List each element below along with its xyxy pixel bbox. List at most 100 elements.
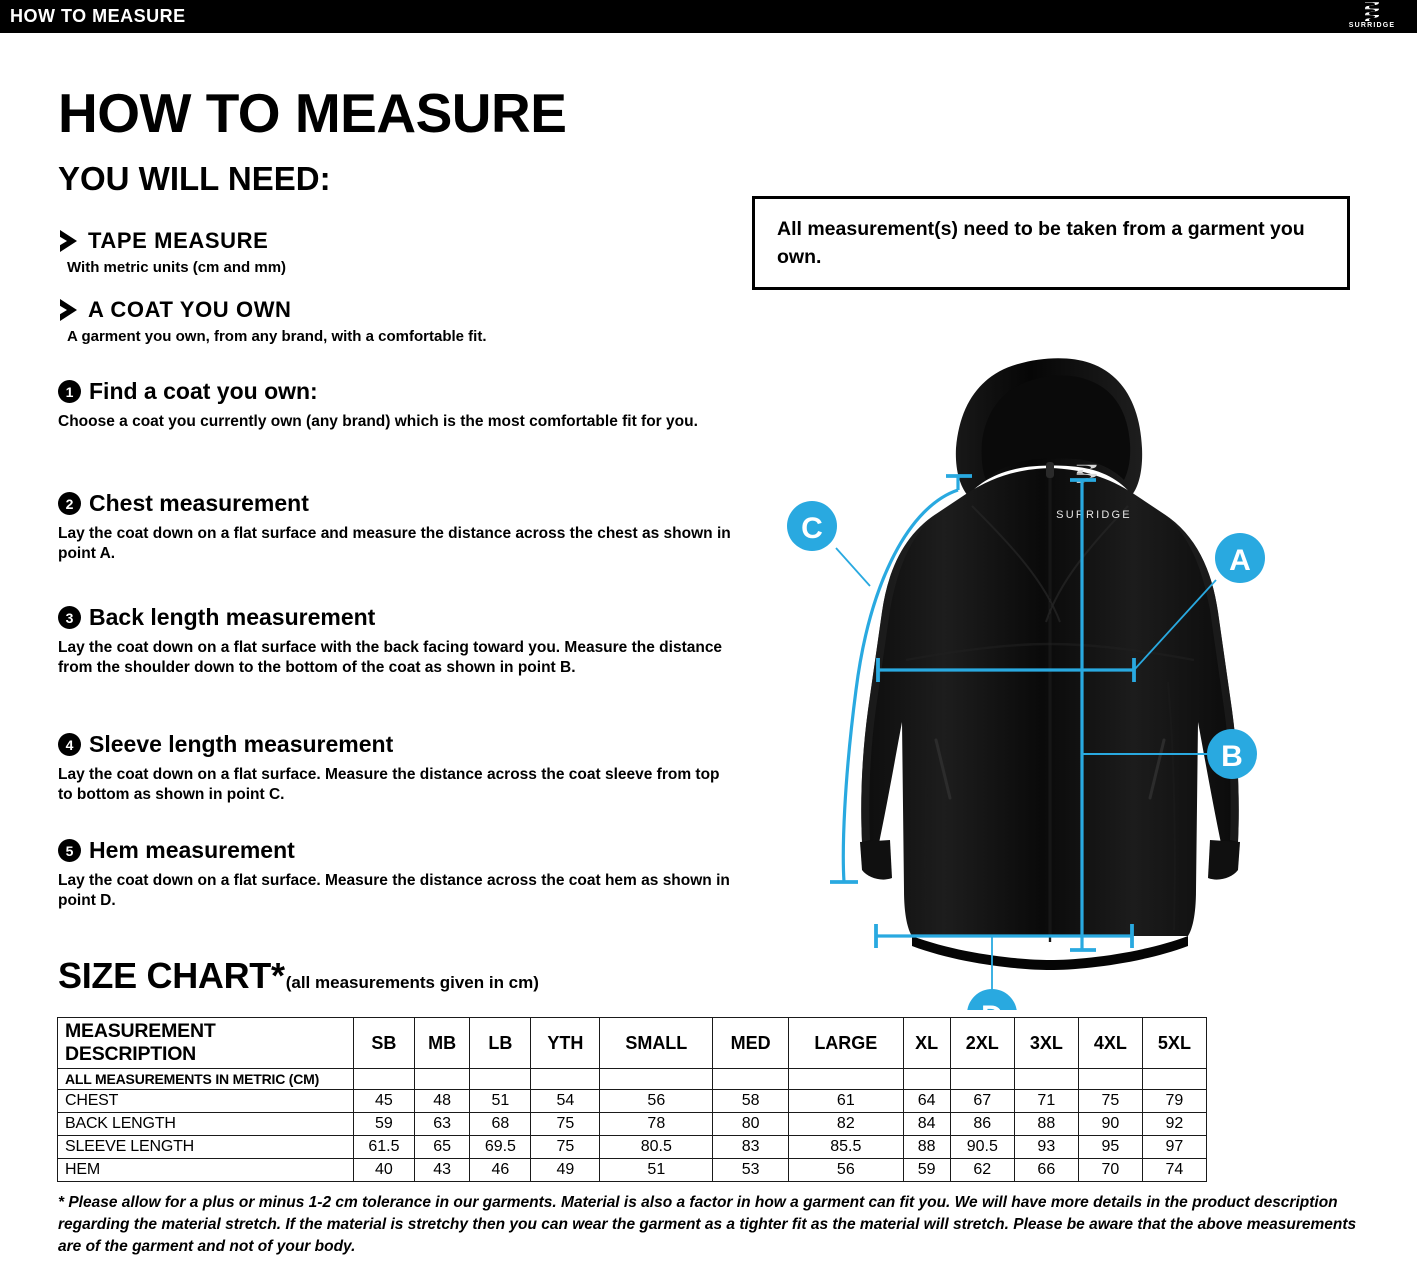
cell: 88 [902, 1135, 951, 1159]
cell [788, 1068, 904, 1090]
step-5: 5 Hem measurement Lay the coat down on a… [58, 837, 738, 911]
step-3: 3 Back length measurement Lay the coat d… [58, 604, 738, 678]
table-row: HEM 40 43 46 49 51 53 56 59 62 66 70 74 [57, 1158, 1208, 1182]
measurement-lines [830, 474, 1217, 990]
triangle-bullet-icon [57, 230, 77, 252]
column-header-size: 2XL [949, 1017, 1015, 1069]
cell: 68 [469, 1112, 532, 1136]
table-row: SLEEVE LENGTH 61.5 65 69.5 75 80.5 83 85… [57, 1135, 1208, 1159]
need-item-subtitle: A garment you own, from any brand, with … [67, 328, 487, 345]
marker-c: C [787, 501, 837, 551]
cell: 70 [1077, 1158, 1143, 1182]
jacket-illustration: SURRIDGE [860, 358, 1240, 970]
column-header-size: 5XL [1141, 1017, 1208, 1069]
cell: 75 [1077, 1089, 1143, 1113]
cell: 82 [788, 1112, 904, 1136]
cell [712, 1068, 790, 1090]
cell: 97 [1141, 1135, 1208, 1159]
cell [949, 1068, 1015, 1090]
step-4: 4 Sleeve length measurement Lay the coat… [58, 731, 738, 805]
cell: 85.5 [788, 1135, 904, 1159]
column-header-size: 3XL [1013, 1017, 1079, 1069]
step-1: 1 Find a coat you own: Choose a coat you… [58, 378, 738, 432]
column-header-size: LARGE [788, 1017, 904, 1069]
cell: 67 [949, 1089, 1015, 1113]
table-row: BACK LENGTH 59 63 68 75 78 80 82 84 86 8… [57, 1112, 1208, 1136]
row-label: ALL MEASUREMENTS IN METRIC (CM) [57, 1068, 354, 1090]
cell: 79 [1141, 1089, 1208, 1113]
cell: 84 [902, 1112, 951, 1136]
step-body: Lay the coat down on a flat surface. Mea… [58, 872, 730, 909]
cell [1141, 1068, 1208, 1090]
column-header-size: SB [353, 1017, 415, 1069]
callout-text: All measurement(s) need to be taken from… [777, 218, 1305, 268]
step-body: Lay the coat down on a flat surface with… [58, 639, 723, 676]
marker-d-label: D [981, 1000, 1003, 1010]
jacket-svg: SURRIDGE A [787, 358, 1265, 1010]
cell: 59 [353, 1112, 415, 1136]
column-header-size: 4XL [1077, 1017, 1143, 1069]
cell: 49 [530, 1158, 601, 1182]
cell: 90.5 [949, 1135, 1015, 1159]
cell: 88 [1013, 1112, 1079, 1136]
marker-c-label: C [801, 512, 823, 545]
surridge-s-logo-icon [1365, 2, 1379, 21]
cell: 62 [949, 1158, 1015, 1182]
triangle-bullet-icon [57, 299, 77, 321]
cell: 74 [1141, 1158, 1208, 1182]
cell: 65 [413, 1135, 471, 1159]
callout-box: All measurement(s) need to be taken from… [752, 196, 1350, 290]
need-item-coat: A COAT YOU OWN A garment you own, from a… [57, 297, 487, 345]
need-item-tape-measure: TAPE MEASURE With metric units (cm and m… [57, 228, 286, 276]
size-chart-heading: SIZE CHART* (all measurements given in c… [58, 955, 539, 997]
cell: 92 [1141, 1112, 1208, 1136]
step-number-badge: 1 [58, 380, 81, 403]
step-title: Sleeve length measurement [89, 731, 394, 757]
cell: 53 [712, 1158, 790, 1182]
step-body: Lay the coat down on a flat surface. Mea… [58, 766, 720, 803]
step-number-badge: 3 [58, 606, 81, 629]
column-header-description: MEASUREMENT DESCRIPTION [57, 1017, 354, 1069]
brand-logo: SURRIDGE [1341, 1, 1403, 33]
cell: 54 [530, 1089, 601, 1113]
cell: 93 [1013, 1135, 1079, 1159]
size-chart-title-note: (all measurements given in cm) [285, 973, 539, 992]
cell [353, 1068, 415, 1090]
cell: 75 [530, 1135, 601, 1159]
cell: 71 [1013, 1089, 1079, 1113]
cell: 58 [712, 1089, 790, 1113]
cell: 46 [469, 1158, 532, 1182]
step-number-badge: 2 [58, 492, 81, 515]
cell: 80.5 [599, 1135, 714, 1159]
need-item-title: TAPE MEASURE [88, 228, 269, 253]
cell: 56 [788, 1158, 904, 1182]
cell [902, 1068, 951, 1090]
cell [530, 1068, 601, 1090]
cell: 45 [353, 1089, 415, 1113]
cell: 75 [530, 1112, 601, 1136]
step-title: Find a coat you own: [89, 378, 318, 404]
cell: 69.5 [469, 1135, 532, 1159]
step-body: Lay the coat down on a flat surface and … [58, 525, 731, 562]
you-will-need-heading: YOU WILL NEED: [58, 160, 331, 197]
table-row-units: ALL MEASUREMENTS IN METRIC (CM) [57, 1068, 1208, 1090]
row-label: BACK LENGTH [57, 1112, 354, 1136]
cell [1013, 1068, 1079, 1090]
cell: 90 [1077, 1112, 1143, 1136]
step-title: Hem measurement [89, 837, 295, 863]
cell: 40 [353, 1158, 415, 1182]
size-chart-table: MEASUREMENT DESCRIPTION SB MB LB YTH SMA… [57, 1017, 1208, 1182]
cell: 61 [788, 1089, 904, 1113]
step-2: 2 Chest measurement Lay the coat down on… [58, 490, 738, 564]
column-header-size: YTH [530, 1017, 601, 1069]
cell: 63 [413, 1112, 471, 1136]
cell: 80 [712, 1112, 790, 1136]
need-item-title: A COAT YOU OWN [88, 297, 292, 322]
row-label: CHEST [57, 1089, 354, 1113]
marker-b-label: B [1221, 740, 1243, 773]
row-label: HEM [57, 1158, 354, 1182]
cell: 43 [413, 1158, 471, 1182]
cell: 51 [599, 1158, 714, 1182]
size-chart-title: SIZE CHART* [58, 955, 285, 996]
step-number-badge: 4 [58, 733, 81, 756]
